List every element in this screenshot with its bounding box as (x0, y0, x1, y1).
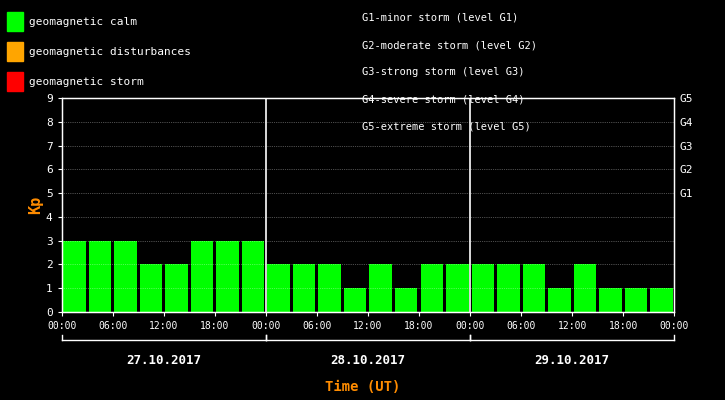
Bar (625, 288, 647, 312)
Bar (63, 241, 86, 312)
Text: geomagnetic calm: geomagnetic calm (29, 17, 137, 26)
Text: 29.10.2017: 29.10.2017 (534, 354, 610, 366)
Text: 27.10.2017: 27.10.2017 (126, 354, 202, 366)
Bar (573, 264, 596, 312)
Y-axis label: Kp: Kp (28, 196, 43, 214)
Text: geomagnetic storm: geomagnetic storm (29, 77, 144, 87)
Bar (599, 288, 621, 312)
Text: geomagnetic disturbances: geomagnetic disturbances (29, 47, 191, 57)
Bar (446, 264, 468, 312)
Text: 28.10.2017: 28.10.2017 (331, 354, 405, 366)
Text: G2-moderate storm (level G2): G2-moderate storm (level G2) (362, 40, 537, 50)
Bar (216, 241, 239, 312)
Text: G4-severe storm (level G4): G4-severe storm (level G4) (362, 95, 525, 105)
Bar (318, 264, 341, 312)
Bar (140, 264, 162, 312)
Bar (497, 264, 520, 312)
Text: G1-minor storm (level G1): G1-minor storm (level G1) (362, 13, 519, 23)
Bar (471, 264, 494, 312)
Bar (370, 264, 392, 312)
Bar (420, 264, 443, 312)
Bar (293, 264, 315, 312)
Text: Time (UT): Time (UT) (325, 380, 400, 394)
Text: G5-extreme storm (level G5): G5-extreme storm (level G5) (362, 122, 531, 132)
Bar (548, 288, 571, 312)
Bar (242, 241, 265, 312)
Text: G3-strong storm (level G3): G3-strong storm (level G3) (362, 68, 525, 78)
Bar (165, 264, 188, 312)
Bar (650, 288, 673, 312)
Bar (344, 288, 366, 312)
Bar (88, 241, 111, 312)
Bar (191, 241, 213, 312)
Bar (395, 288, 418, 312)
Bar (115, 241, 137, 312)
Bar (268, 264, 290, 312)
Bar (523, 264, 545, 312)
